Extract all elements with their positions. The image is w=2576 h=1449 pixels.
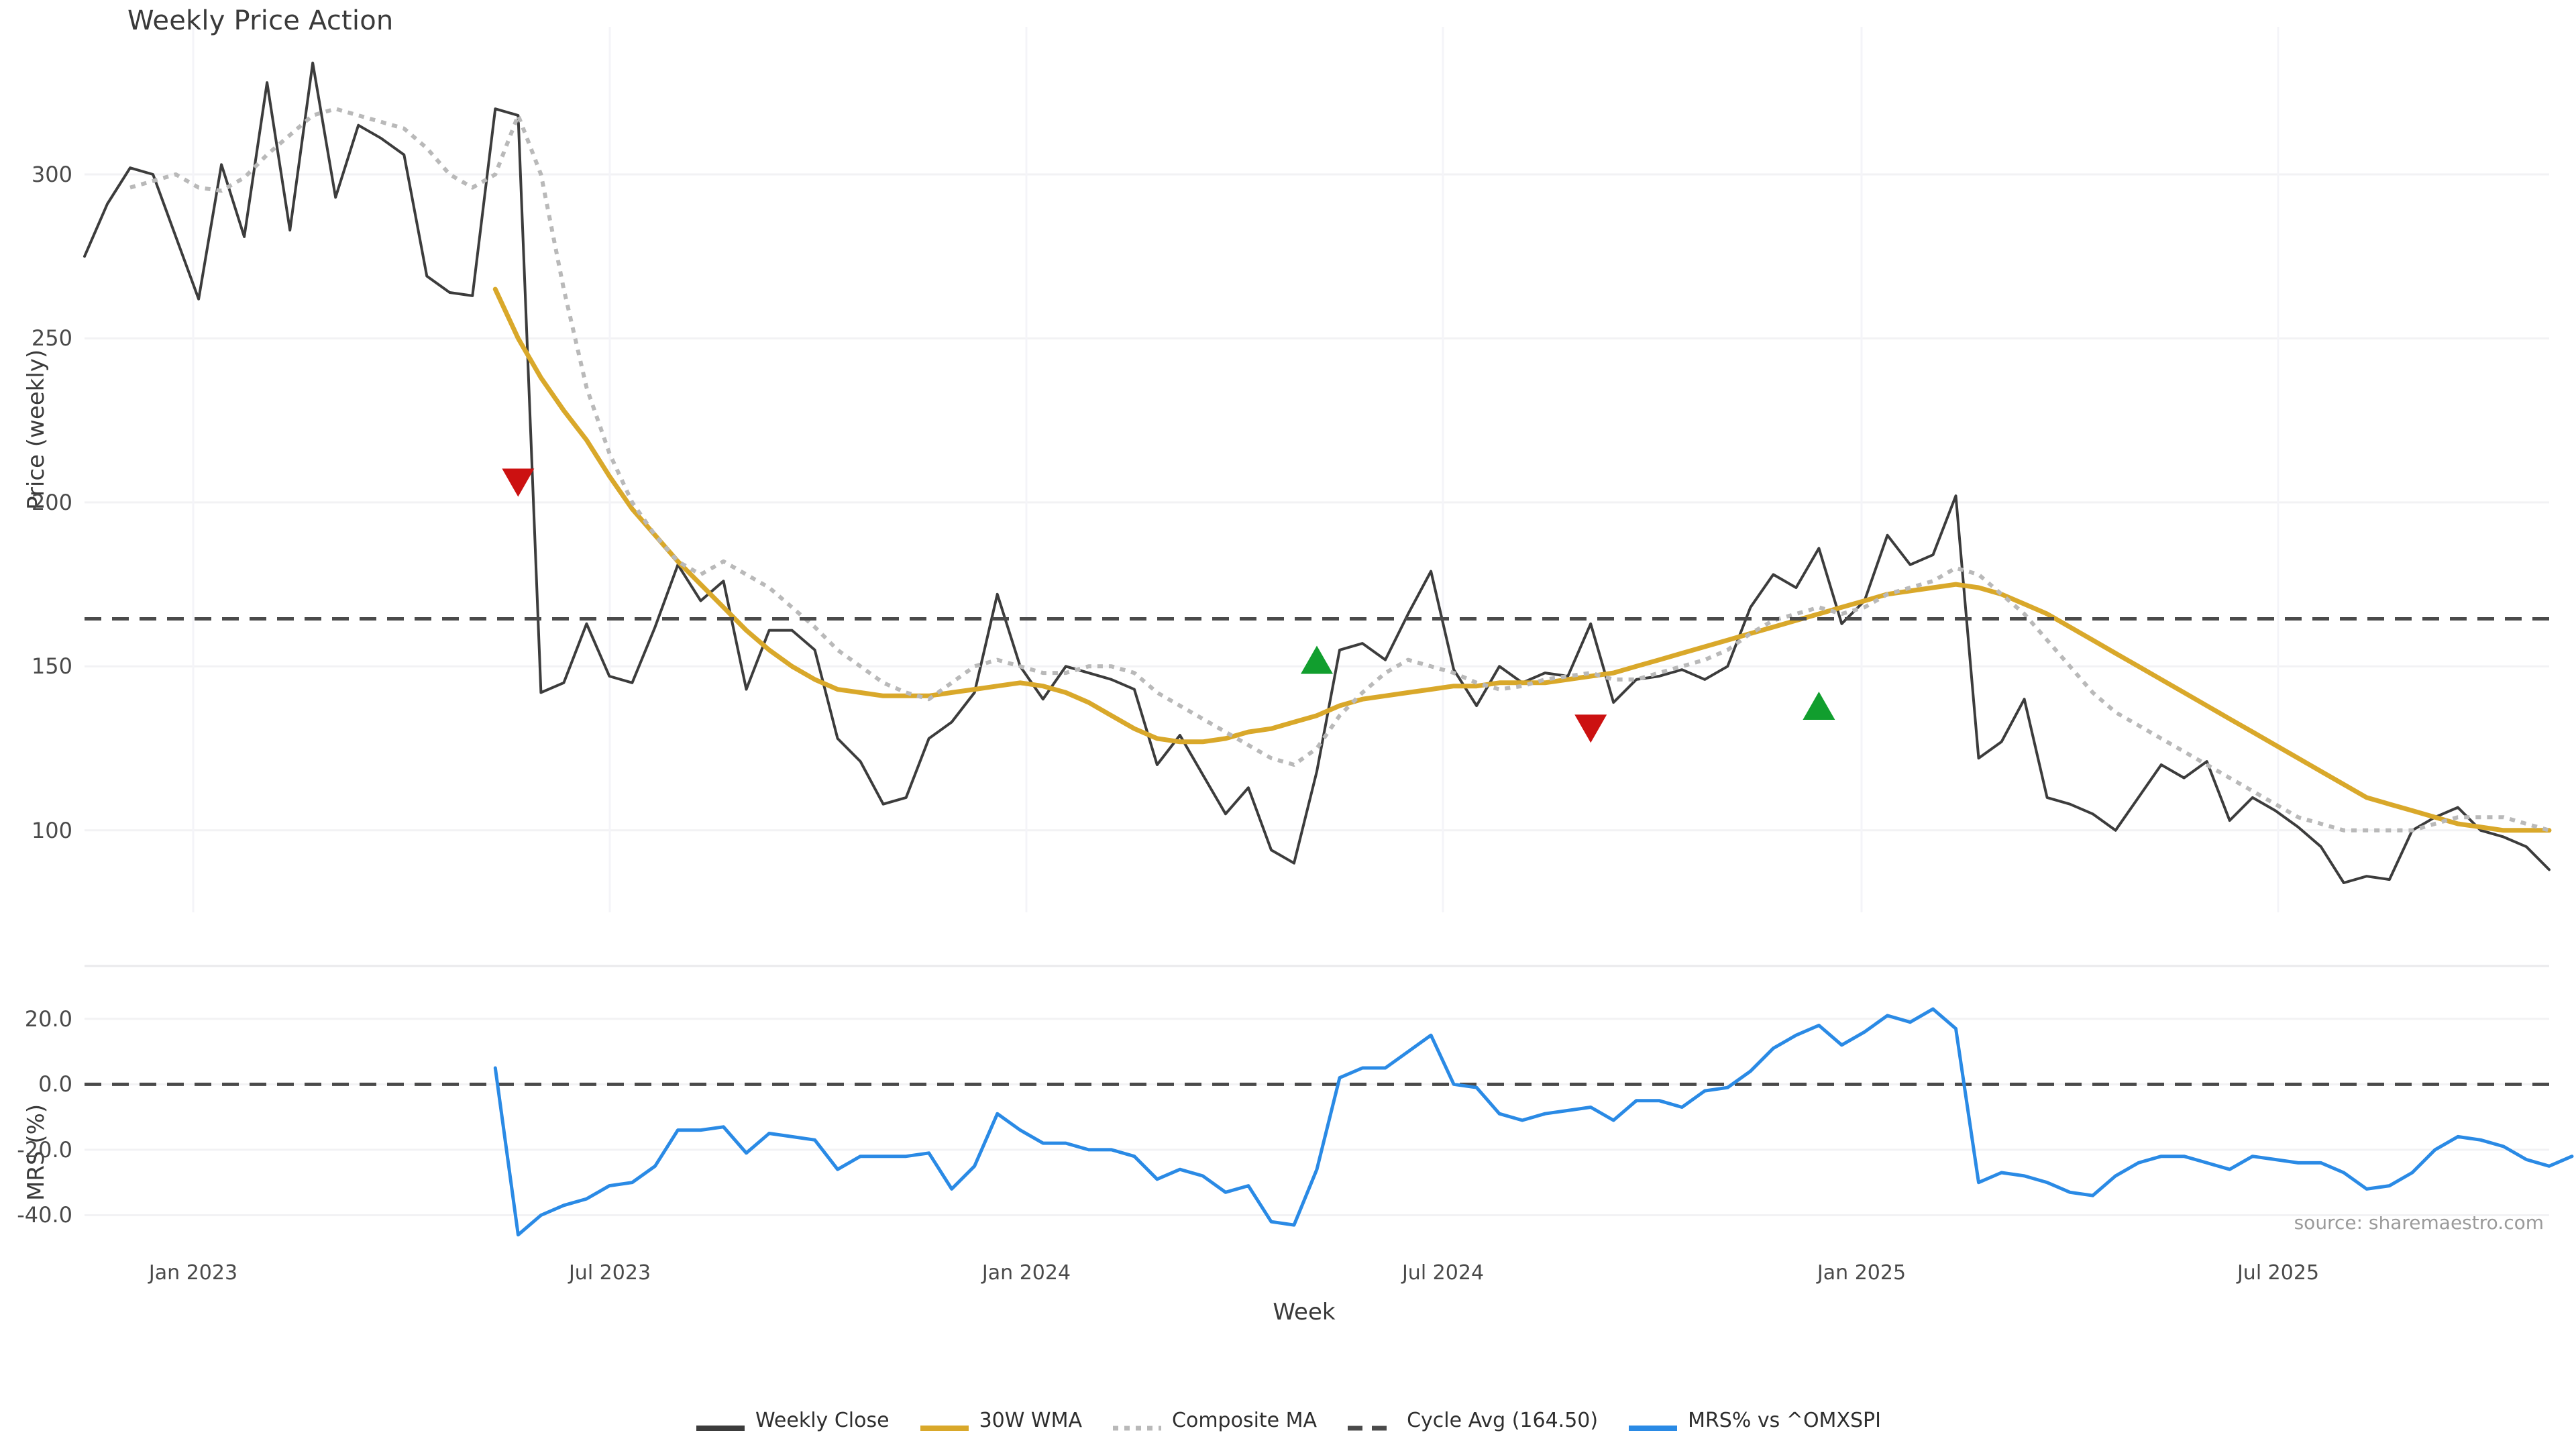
legend-item-0[interactable]: Weekly Close xyxy=(695,1409,890,1432)
legend-label: Composite MA xyxy=(1172,1409,1318,1432)
legend-label: Cycle Avg (164.50) xyxy=(1407,1409,1599,1432)
signal-marker-buy xyxy=(1301,645,1333,674)
page-title: Weekly Price Action xyxy=(127,5,394,36)
x-tick-0: Jan 2023 xyxy=(148,1261,238,1285)
x-tick-3: Jul 2024 xyxy=(1401,1261,1485,1285)
y-tick-price: 250 xyxy=(31,325,72,352)
signal-marker-sell xyxy=(502,468,535,497)
x-tick-4: Jan 2025 xyxy=(1817,1261,1907,1285)
y-tick-mrs: -20.0 xyxy=(17,1136,72,1163)
signal-marker-sell xyxy=(1574,714,1607,743)
y-tick-price: 300 xyxy=(31,162,72,187)
legend-item-3[interactable]: Cycle Avg (164.50) xyxy=(1346,1409,1598,1432)
x-tick-2: Jan 2024 xyxy=(981,1261,1071,1285)
x-tick-5: Jul 2025 xyxy=(2237,1261,2320,1285)
series-line-composite-ma xyxy=(129,107,2550,833)
series-line-weekly-close xyxy=(83,61,2551,884)
legend-label: Weekly Close xyxy=(755,1409,890,1432)
legend-label: 30W WMA xyxy=(979,1409,1083,1432)
chart-legend: Weekly Close 30W WMA Composite MA Cycle Avg… xyxy=(0,1409,2576,1432)
series-line-30w-wma xyxy=(492,286,2552,833)
legend-item-2[interactable]: Composite MA xyxy=(1112,1409,1317,1432)
legend-item-4[interactable]: MRS% vs ^OMXSPI xyxy=(1627,1409,1881,1432)
signal-marker-buy xyxy=(1803,692,1835,720)
legend-label: MRS% vs ^OMXSPI xyxy=(1688,1409,1881,1432)
series-line-mrs xyxy=(493,1007,2574,1237)
y-tick-price: 150 xyxy=(31,653,72,680)
y-tick-mrs: -40.0 xyxy=(17,1202,72,1228)
y-tick-price: 200 xyxy=(31,489,72,515)
x-axis-label: Week xyxy=(1273,1299,1336,1326)
y-tick-mrs: 0.0 xyxy=(38,1071,72,1097)
y-tick-price: 100 xyxy=(31,817,72,843)
y-tick-mrs: 20.0 xyxy=(24,1006,72,1032)
x-tick-1: Jul 2023 xyxy=(568,1261,651,1285)
legend-item-1[interactable]: 30W WMA xyxy=(919,1409,1082,1432)
